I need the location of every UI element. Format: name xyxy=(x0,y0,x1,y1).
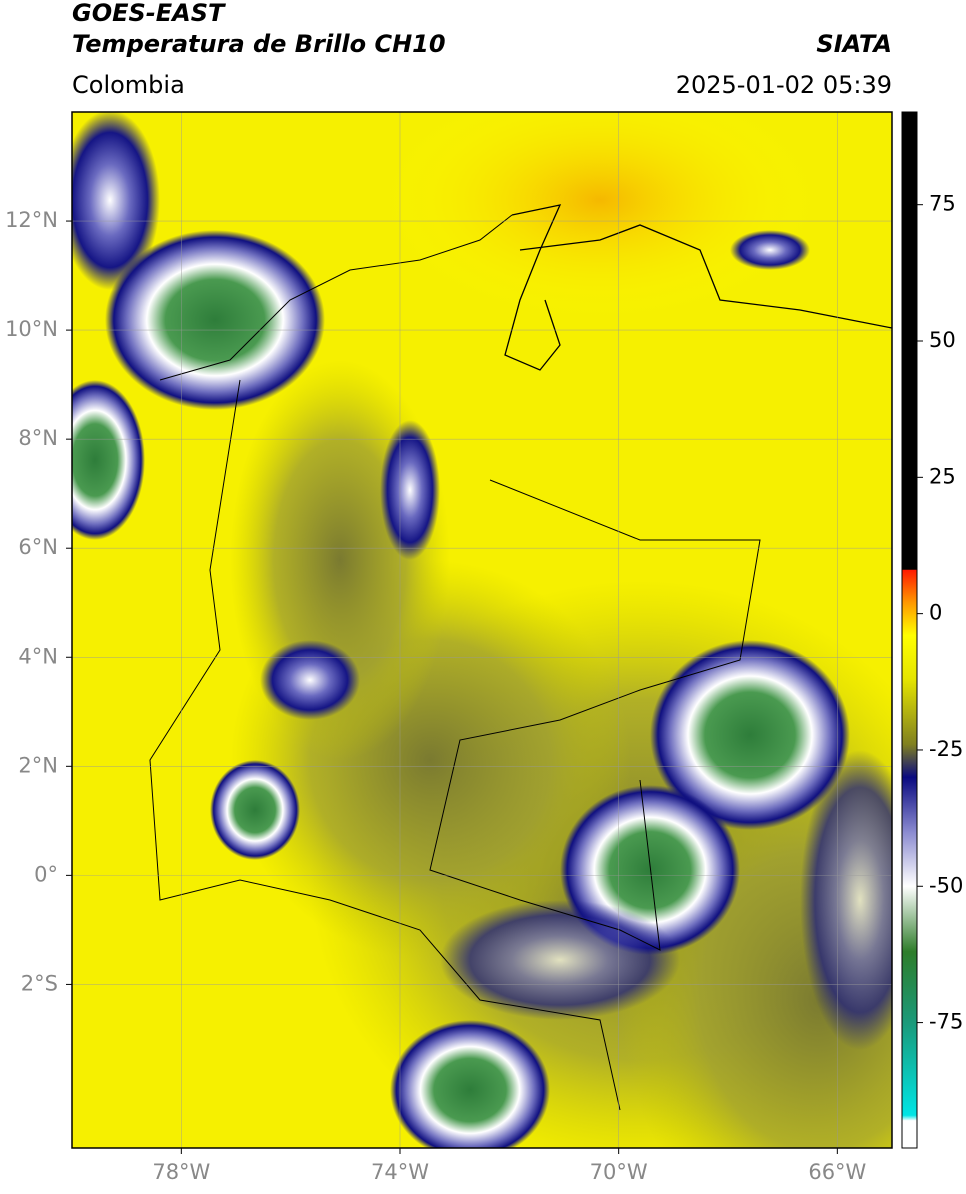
y-tick-label: 10°N xyxy=(5,317,58,341)
product-title: Temperatura de Brillo CH10 xyxy=(72,30,446,58)
y-tick-label: 4°N xyxy=(18,644,58,668)
colorbar-tick-label: -75 xyxy=(929,1010,963,1034)
x-tick-label: 70°W xyxy=(590,1160,648,1184)
y-tick-label: 2°S xyxy=(21,971,58,995)
x-tick-label: 66°W xyxy=(808,1160,866,1184)
y-tick-label: 12°N xyxy=(5,208,58,232)
x-tick-label: 78°W xyxy=(152,1160,210,1184)
colorbar-tick-label: -25 xyxy=(929,737,963,761)
x-tick-label: 74°W xyxy=(371,1160,429,1184)
source-title: GOES-EAST xyxy=(72,0,226,27)
y-tick-label: 6°N xyxy=(18,535,58,559)
colorbar-tick-label: -50 xyxy=(929,873,963,897)
y-tick-label: 8°N xyxy=(18,426,58,450)
colorbar-tick-label: 25 xyxy=(929,464,956,488)
colorbar-tick-label: 0 xyxy=(929,601,942,625)
map-frame xyxy=(71,111,893,1149)
satellite-image xyxy=(72,112,892,1148)
colorbar xyxy=(901,111,918,1149)
region: Colombia xyxy=(72,71,185,99)
agency: SIATA xyxy=(816,30,892,58)
colorbar-tick-label: 50 xyxy=(929,328,956,352)
datetime: 2025-01-02 05:39 xyxy=(676,71,892,99)
grid xyxy=(72,112,892,1148)
y-tick-label: 2°N xyxy=(18,753,58,777)
y-tick-label: 0° xyxy=(34,862,58,886)
colorbar-tick-label: 75 xyxy=(929,192,956,216)
